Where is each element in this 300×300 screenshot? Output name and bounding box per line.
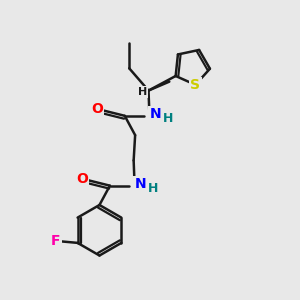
Text: O: O — [76, 172, 88, 186]
Text: S: S — [190, 78, 200, 92]
Text: N: N — [149, 107, 161, 121]
Text: H: H — [138, 87, 147, 97]
Text: H: H — [163, 112, 173, 125]
Text: F: F — [51, 234, 61, 248]
Text: H: H — [148, 182, 158, 195]
Text: N: N — [134, 177, 146, 191]
Text: O: O — [91, 102, 103, 116]
